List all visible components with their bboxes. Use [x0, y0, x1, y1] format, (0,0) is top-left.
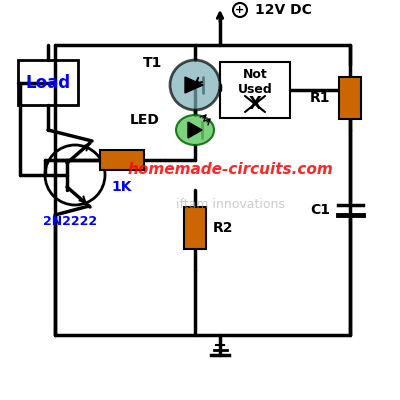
Circle shape [170, 60, 220, 110]
Text: X: X [248, 95, 262, 113]
Polygon shape [185, 77, 203, 93]
Bar [100, 150, 144, 170]
Text: Load: Load [26, 74, 70, 92]
Text: homemade-circuits.com: homemade-circuits.com [127, 162, 333, 178]
Text: +: + [235, 5, 245, 15]
Text: R2: R2 [213, 221, 234, 235]
Text: C1: C1 [310, 203, 330, 217]
Text: R1: R1 [310, 91, 330, 105]
Ellipse shape [176, 115, 214, 145]
Bar [339, 77, 361, 119]
Polygon shape [188, 122, 202, 138]
Bar [184, 207, 206, 249]
Text: 2N2222: 2N2222 [43, 215, 97, 228]
Text: 12V DC: 12V DC [255, 3, 312, 17]
Text: iftam innovations: iftam innovations [176, 198, 284, 212]
Bar [220, 62, 290, 118]
Text: LED: LED [130, 113, 160, 127]
Text: Not
Used: Not Used [238, 68, 272, 96]
Bar [18, 60, 78, 105]
Text: T1: T1 [143, 56, 163, 70]
Text: 1K: 1K [112, 180, 132, 194]
